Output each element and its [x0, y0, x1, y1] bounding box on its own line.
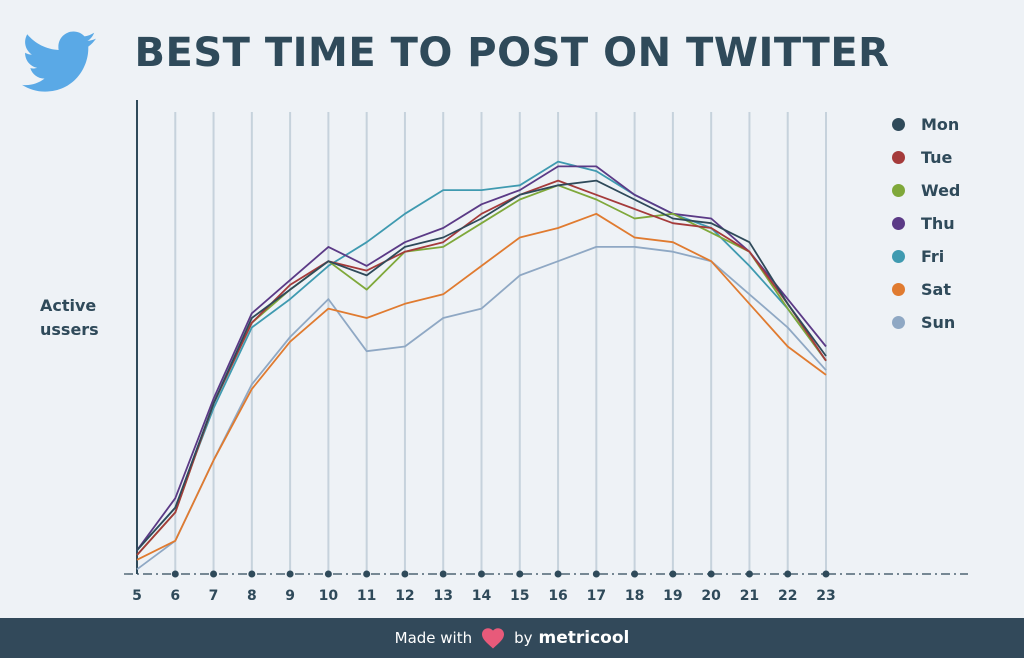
- legend-item-wed: Wed: [892, 174, 960, 207]
- legend-dot: [892, 217, 905, 230]
- legend-label: Wed: [921, 181, 961, 200]
- legend-dot: [892, 151, 905, 164]
- legend-item-tue: Tue: [892, 141, 960, 174]
- legend-item-sat: Sat: [892, 273, 960, 306]
- by-text: by: [514, 629, 533, 647]
- footer: Made with by metricool: [0, 618, 1024, 658]
- legend-item-sun: Sun: [892, 306, 960, 339]
- x-axis-dot: [478, 570, 485, 578]
- legend-item-fri: Fri: [892, 240, 960, 273]
- series-line-sat: [136, 212, 827, 561]
- legend-label: Sun: [921, 313, 956, 332]
- x-tick-label: 15: [510, 588, 529, 604]
- x-tick-label: 7: [209, 588, 219, 604]
- legend-item-mon: Mon: [892, 108, 960, 141]
- x-tick-label: 16: [548, 588, 567, 604]
- x-axis-dot: [554, 570, 562, 578]
- twitter-bird-icon: [22, 31, 96, 92]
- x-tick-label: 19: [663, 588, 682, 604]
- x-axis-dot: [324, 570, 332, 578]
- brand-name: metricool: [538, 628, 630, 648]
- x-tick-label: 17: [587, 588, 606, 604]
- x-tick-label: 21: [740, 588, 759, 604]
- x-tick-label: 10: [319, 588, 339, 604]
- x-tick-label: 13: [433, 588, 452, 604]
- x-axis-dot: [745, 570, 753, 578]
- x-axis-dot: [516, 570, 524, 578]
- legend-dot: [892, 316, 905, 329]
- legend-dot: [892, 118, 905, 131]
- x-tick-label: 18: [625, 588, 644, 604]
- legend: Mon Tue Wed Thu Fri Sat Sun: [892, 108, 960, 339]
- series-line-tue: [136, 179, 827, 556]
- x-axis-dot: [248, 570, 256, 578]
- x-tick-label: 9: [285, 588, 295, 604]
- legend-label: Tue: [921, 148, 953, 167]
- x-axis-dot: [631, 570, 639, 578]
- heart-icon: [482, 628, 505, 649]
- x-axis-dot: [439, 570, 447, 578]
- x-tick-label: 22: [778, 588, 797, 604]
- line-chart: 5 6 7 8 9 10 11 12 13 14 15 16 17 18 19 20 21 22 23: [124, 100, 968, 604]
- legend-item-thu: Thu: [892, 207, 960, 240]
- legend-dot: [892, 250, 905, 263]
- y-axis-label: Active ussers: [40, 296, 99, 339]
- x-axis-dot: [707, 570, 715, 578]
- series-line-mon: [136, 179, 827, 551]
- made-with-text: Made with: [394, 629, 473, 647]
- x-tick-label: 8: [247, 588, 257, 604]
- x-tick-label: 23: [816, 588, 835, 604]
- legend-dot: [892, 184, 905, 197]
- x-axis-dot: [784, 570, 792, 578]
- x-axis-dot: [363, 570, 371, 578]
- x-axis-dot: [401, 570, 409, 578]
- x-tick-label: 12: [395, 588, 414, 604]
- x-axis-dot: [822, 570, 830, 578]
- x-axis-dot: [592, 570, 600, 578]
- x-axis-dot: [669, 570, 677, 578]
- x-tick-label: 5: [132, 588, 142, 604]
- x-tick-label: 20: [701, 588, 721, 604]
- x-axis-dot: [210, 570, 218, 578]
- page-title: BEST TIME TO POST ON TWITTER: [134, 30, 890, 76]
- legend-dot: [892, 283, 905, 296]
- x-axis-dot: [171, 570, 179, 578]
- x-axis-dot: [286, 570, 294, 578]
- x-tick-label: 6: [170, 588, 180, 604]
- x-tick-label: 11: [357, 588, 376, 604]
- legend-label: Mon: [921, 115, 960, 134]
- legend-label: Thu: [921, 214, 955, 233]
- series-line-thu: [136, 165, 827, 551]
- x-tick-label: 14: [472, 588, 492, 604]
- legend-label: Sat: [921, 280, 951, 299]
- legend-label: Fri: [921, 247, 945, 266]
